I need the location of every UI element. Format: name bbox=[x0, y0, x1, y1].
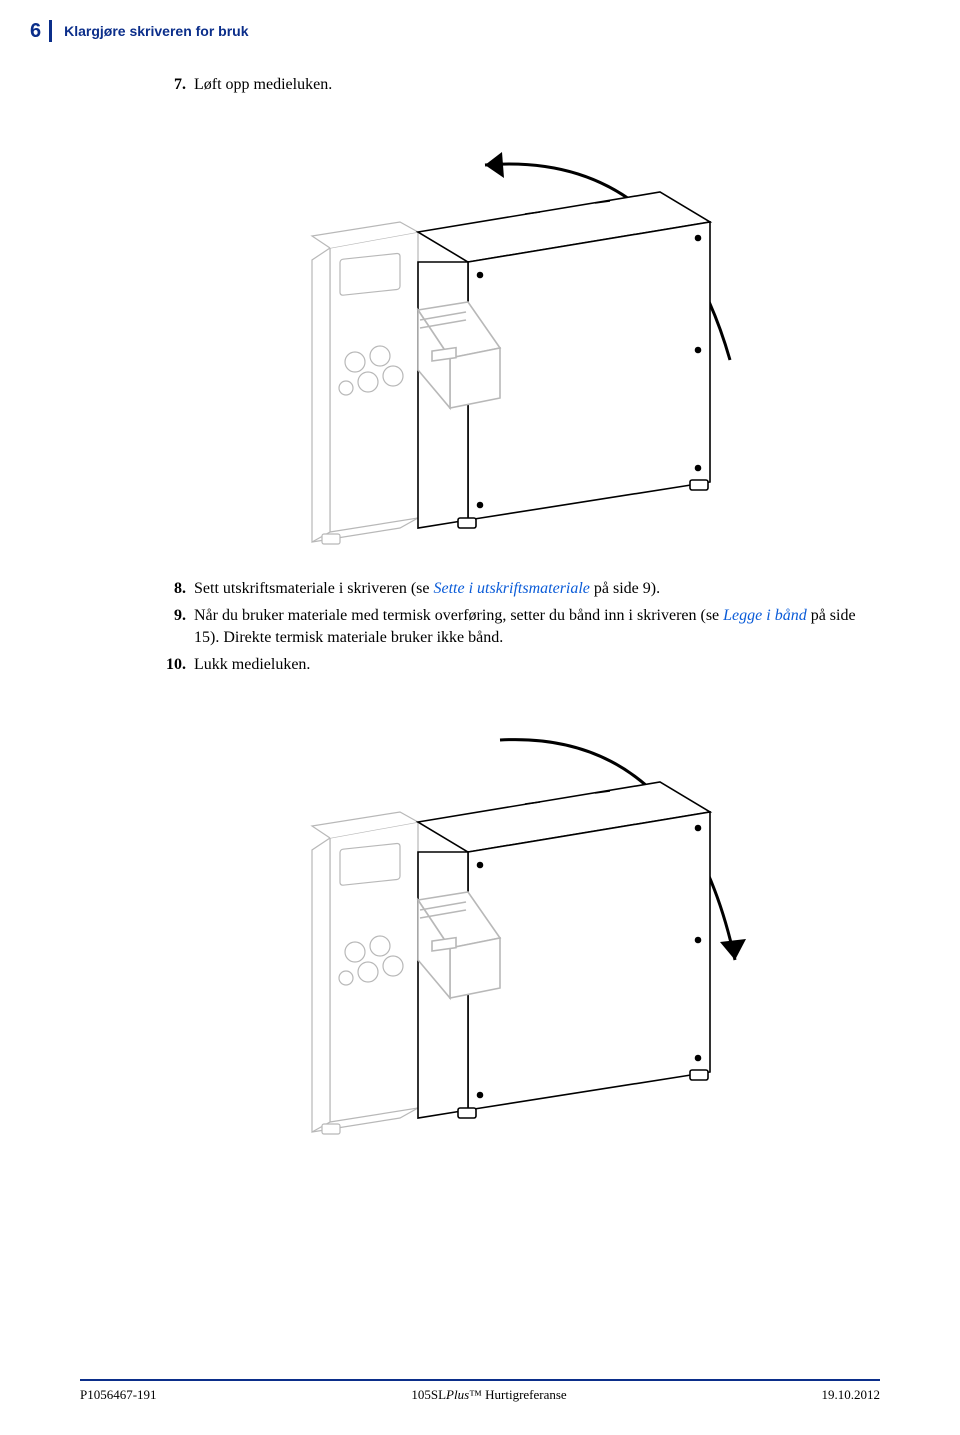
step-number: 9. bbox=[160, 605, 186, 648]
footer-date: 19.10.2012 bbox=[821, 1387, 880, 1403]
link-load-ribbon[interactable]: Legge i bånd bbox=[723, 607, 807, 624]
step-7: 7. Løft opp medieluken. bbox=[160, 74, 880, 96]
figure-lift-lid bbox=[160, 110, 880, 560]
step-8: 8. Sett utskriftsmateriale i skriveren (… bbox=[160, 578, 880, 600]
link-set-media[interactable]: Sette i utskriftsmateriale bbox=[433, 580, 589, 597]
step-9-prefix: Når du bruker materiale med termisk over… bbox=[194, 607, 723, 624]
step-text: Lukk medieluken. bbox=[194, 654, 310, 676]
step-10: 10. Lukk medieluken. bbox=[160, 654, 880, 676]
step-9: 9. Når du bruker materiale med termisk o… bbox=[160, 605, 880, 648]
header-accent-bar bbox=[49, 20, 52, 42]
step-number: 8. bbox=[160, 578, 186, 600]
content-area: 7. Løft opp medieluken. bbox=[160, 74, 880, 1150]
footer-doc-id: P1056467-191 bbox=[80, 1387, 157, 1403]
footer-center-suffix: ™ Hurtigreferanse bbox=[469, 1387, 567, 1402]
footer-center-italic: Plus bbox=[446, 1387, 469, 1402]
footer-rule bbox=[80, 1379, 880, 1381]
step-text: Sett utskriftsmateriale i skriveren (se … bbox=[194, 578, 660, 600]
page-number-top: 6 bbox=[30, 20, 41, 42]
step-text: Løft opp medieluken. bbox=[194, 74, 332, 96]
step-8-prefix: Sett utskriftsmateriale i skriveren (se bbox=[194, 580, 433, 597]
page-header: 6 Klargjøre skriveren for bruk bbox=[30, 20, 880, 42]
step-number: 7. bbox=[160, 74, 186, 96]
page-footer: P1056467-191 105SLPlus™ Hurtigreferanse … bbox=[80, 1379, 880, 1403]
figure-close-lid bbox=[160, 690, 880, 1150]
step-text: Når du bruker materiale med termisk over… bbox=[194, 605, 880, 648]
step-8-suffix: på side 9). bbox=[590, 580, 660, 597]
section-title: Klargjøre skriveren for bruk bbox=[64, 20, 248, 42]
footer-product: 105SLPlus™ Hurtigreferanse bbox=[411, 1387, 566, 1403]
footer-center-prefix: 105SL bbox=[411, 1387, 446, 1402]
step-number: 10. bbox=[160, 654, 186, 676]
